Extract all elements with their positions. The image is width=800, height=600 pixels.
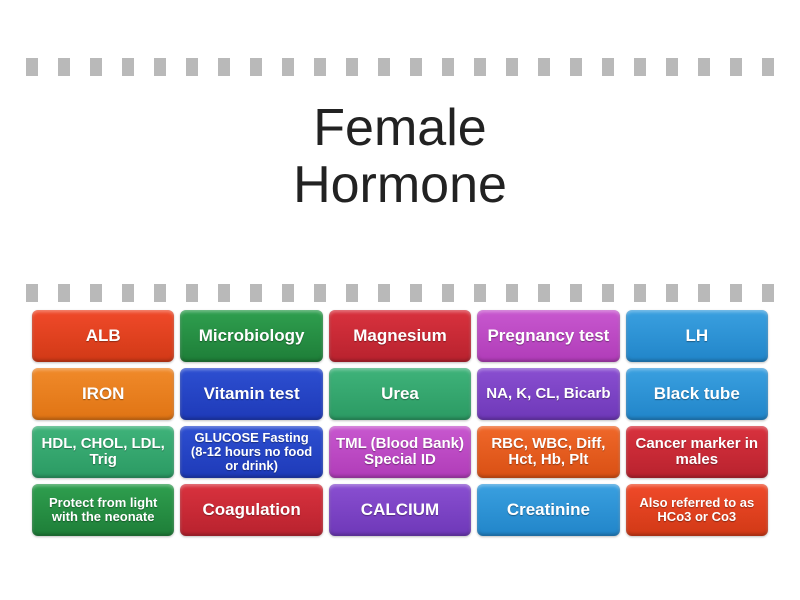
- dash: [346, 284, 358, 302]
- tile-label: Pregnancy test: [487, 327, 609, 346]
- dash: [282, 284, 294, 302]
- tile-label: GLUCOSE Fasting (8-12 hours no food or d…: [186, 431, 316, 474]
- dash: [122, 284, 134, 302]
- dash: [538, 284, 550, 302]
- tile-label: Cancer marker in males: [632, 436, 762, 469]
- dash: [698, 58, 710, 76]
- dash: [26, 58, 38, 76]
- dash: [410, 284, 422, 302]
- tile-0[interactable]: ALB: [32, 310, 174, 362]
- tile-5[interactable]: IRON: [32, 368, 174, 420]
- tile-label: Creatinine: [507, 501, 590, 520]
- tile-label: Black tube: [654, 385, 740, 404]
- dash: [218, 58, 230, 76]
- dash: [122, 58, 134, 76]
- dash: [90, 284, 102, 302]
- dash: [218, 284, 230, 302]
- dash: [602, 58, 614, 76]
- tile-12[interactable]: TML (Blood Bank) Special ID: [329, 426, 471, 478]
- tile-10[interactable]: HDL, CHOL, LDL, Trig: [32, 426, 174, 478]
- dash: [378, 284, 390, 302]
- dash: [474, 284, 486, 302]
- dash: [538, 58, 550, 76]
- dash: [570, 284, 582, 302]
- dash: [506, 284, 518, 302]
- tile-13[interactable]: RBC, WBC, Diff, Hct, Hb, Plt: [477, 426, 619, 478]
- page-title: Female Hormone: [0, 100, 800, 214]
- tile-3[interactable]: Pregnancy test: [477, 310, 619, 362]
- title-line-2: Hormone: [293, 156, 507, 214]
- tile-15[interactable]: Protect from light with the neonate: [32, 484, 174, 536]
- dash-row-bottom: [0, 284, 800, 302]
- dash: [186, 284, 198, 302]
- tile-label: Coagulation: [202, 501, 300, 520]
- dash: [346, 58, 358, 76]
- dash: [474, 58, 486, 76]
- dash: [762, 284, 774, 302]
- tile-label: CALCIUM: [361, 501, 439, 520]
- dash: [410, 58, 422, 76]
- dash: [58, 284, 70, 302]
- dash: [730, 284, 742, 302]
- tile-label: Protect from light with the neonate: [38, 496, 168, 525]
- tile-label: NA, K, CL, Bicarb: [486, 386, 610, 403]
- dash: [442, 284, 454, 302]
- tile-label: LH: [685, 327, 708, 346]
- dash: [250, 284, 262, 302]
- dash: [378, 58, 390, 76]
- tile-18[interactable]: Creatinine: [477, 484, 619, 536]
- dash: [314, 58, 326, 76]
- dash: [506, 58, 518, 76]
- tile-11[interactable]: GLUCOSE Fasting (8-12 hours no food or d…: [180, 426, 322, 478]
- dash: [58, 58, 70, 76]
- tile-4[interactable]: LH: [626, 310, 768, 362]
- tile-label: Magnesium: [353, 327, 447, 346]
- tile-label: HDL, CHOL, LDL, Trig: [38, 436, 168, 469]
- tile-grid: ALB Microbiology Magnesium Pregnancy test LH…: [32, 310, 768, 536]
- dash: [90, 58, 102, 76]
- dash: [698, 284, 710, 302]
- dash: [154, 58, 166, 76]
- tile-9[interactable]: Black tube: [626, 368, 768, 420]
- tile-label: TML (Blood Bank) Special ID: [335, 436, 465, 469]
- dash: [570, 58, 582, 76]
- tile-label: Also referred to as HCo3 or Co3: [632, 496, 762, 525]
- tile-16[interactable]: Coagulation: [180, 484, 322, 536]
- tile-8[interactable]: NA, K, CL, Bicarb: [477, 368, 619, 420]
- dash: [634, 58, 646, 76]
- tile-17[interactable]: CALCIUM: [329, 484, 471, 536]
- tile-6[interactable]: Vitamin test: [180, 368, 322, 420]
- dash-row-top: [0, 58, 800, 76]
- tile-label: ALB: [86, 327, 121, 346]
- dash: [730, 58, 742, 76]
- tile-label: IRON: [82, 385, 125, 404]
- dash: [154, 284, 166, 302]
- dash: [314, 284, 326, 302]
- dash: [282, 58, 294, 76]
- tile-label: Microbiology: [199, 327, 305, 346]
- tile-14[interactable]: Cancer marker in males: [626, 426, 768, 478]
- tile-2[interactable]: Magnesium: [329, 310, 471, 362]
- tile-label: RBC, WBC, Diff, Hct, Hb, Plt: [483, 436, 613, 469]
- tile-label: Urea: [381, 385, 419, 404]
- tile-1[interactable]: Microbiology: [180, 310, 322, 362]
- dash: [666, 284, 678, 302]
- dash: [26, 284, 38, 302]
- title-line-1: Female: [313, 99, 486, 157]
- dash: [186, 58, 198, 76]
- dash: [634, 284, 646, 302]
- dash: [762, 58, 774, 76]
- dash: [250, 58, 262, 76]
- dash: [666, 58, 678, 76]
- tile-19[interactable]: Also referred to as HCo3 or Co3: [626, 484, 768, 536]
- tile-label: Vitamin test: [204, 385, 300, 404]
- dash: [442, 58, 454, 76]
- tile-7[interactable]: Urea: [329, 368, 471, 420]
- dash: [602, 284, 614, 302]
